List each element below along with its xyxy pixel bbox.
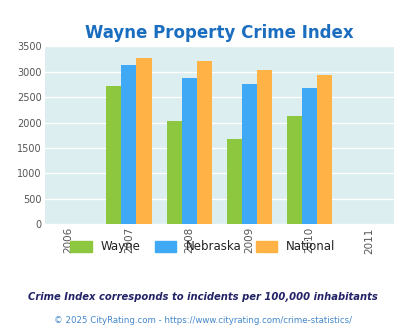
Bar: [106, 86, 121, 224]
Bar: [241, 84, 256, 224]
Bar: [316, 75, 331, 224]
Bar: [181, 78, 196, 224]
Bar: [121, 65, 136, 224]
Bar: [136, 58, 151, 224]
Text: Crime Index corresponds to incidents per 100,000 inhabitants: Crime Index corresponds to incidents per…: [28, 292, 377, 302]
Bar: [286, 116, 301, 224]
Bar: [196, 61, 211, 224]
Bar: [166, 121, 181, 224]
Title: Wayne Property Crime Index: Wayne Property Crime Index: [85, 24, 353, 42]
Legend: Wayne, Nebraska, National: Wayne, Nebraska, National: [66, 236, 339, 258]
Bar: [301, 88, 316, 224]
Bar: [226, 139, 241, 224]
Bar: [256, 70, 271, 224]
Text: © 2025 CityRating.com - https://www.cityrating.com/crime-statistics/: © 2025 CityRating.com - https://www.city…: [54, 315, 351, 325]
